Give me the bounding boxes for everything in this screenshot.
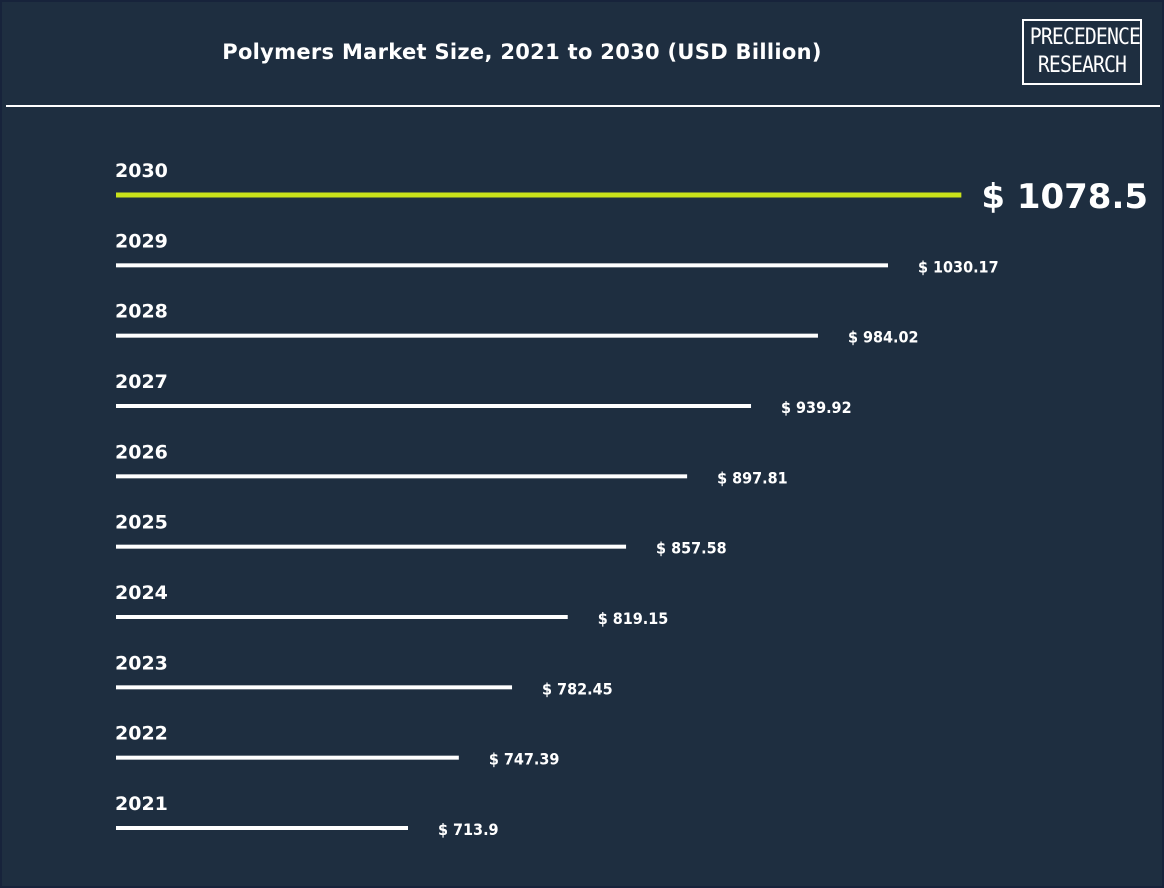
brand-logo: PRECEDENCE RESEARCH: [1022, 19, 1142, 85]
category-label: 2027: [115, 371, 168, 393]
value-label: $ 747.39: [489, 750, 560, 769]
value-label: $ 713.9: [438, 820, 499, 839]
bar: [116, 755, 459, 760]
bar: [116, 826, 408, 830]
value-label: $ 782.45: [542, 679, 613, 698]
category-label: 2023: [115, 652, 168, 674]
bar: [116, 544, 627, 549]
bar: [116, 685, 513, 690]
logo-line-2: RESEARCH: [1037, 53, 1127, 78]
category-label: 2021: [115, 793, 168, 815]
category-label: 2028: [115, 301, 168, 323]
chart-title: Polymers Market Size, 2021 to 2030 (USD …: [222, 40, 822, 64]
bar: [116, 404, 752, 408]
logo-line-1: PRECEDENCE: [1029, 25, 1141, 50]
bar: [116, 263, 888, 268]
category-label: 2024: [115, 582, 168, 604]
value-label: $ 939.92: [781, 398, 852, 417]
title-divider: [6, 105, 1160, 107]
highlight-bar: [116, 192, 962, 198]
value-label: $ 1030.17: [918, 257, 999, 276]
bar: [116, 333, 818, 338]
bar: [116, 474, 688, 479]
value-label: $ 1078.5: [981, 177, 1148, 217]
category-label: 2029: [115, 230, 168, 252]
bar: [116, 615, 568, 619]
category-label: 2030: [115, 160, 168, 182]
category-label: 2022: [115, 723, 168, 745]
value-label: $ 857.58: [656, 539, 727, 558]
value-label: $ 819.15: [598, 609, 669, 628]
value-label: $ 897.81: [717, 468, 788, 487]
value-label: $ 984.02: [848, 328, 919, 347]
category-label: 2026: [115, 441, 168, 463]
category-label: 2025: [115, 512, 168, 534]
